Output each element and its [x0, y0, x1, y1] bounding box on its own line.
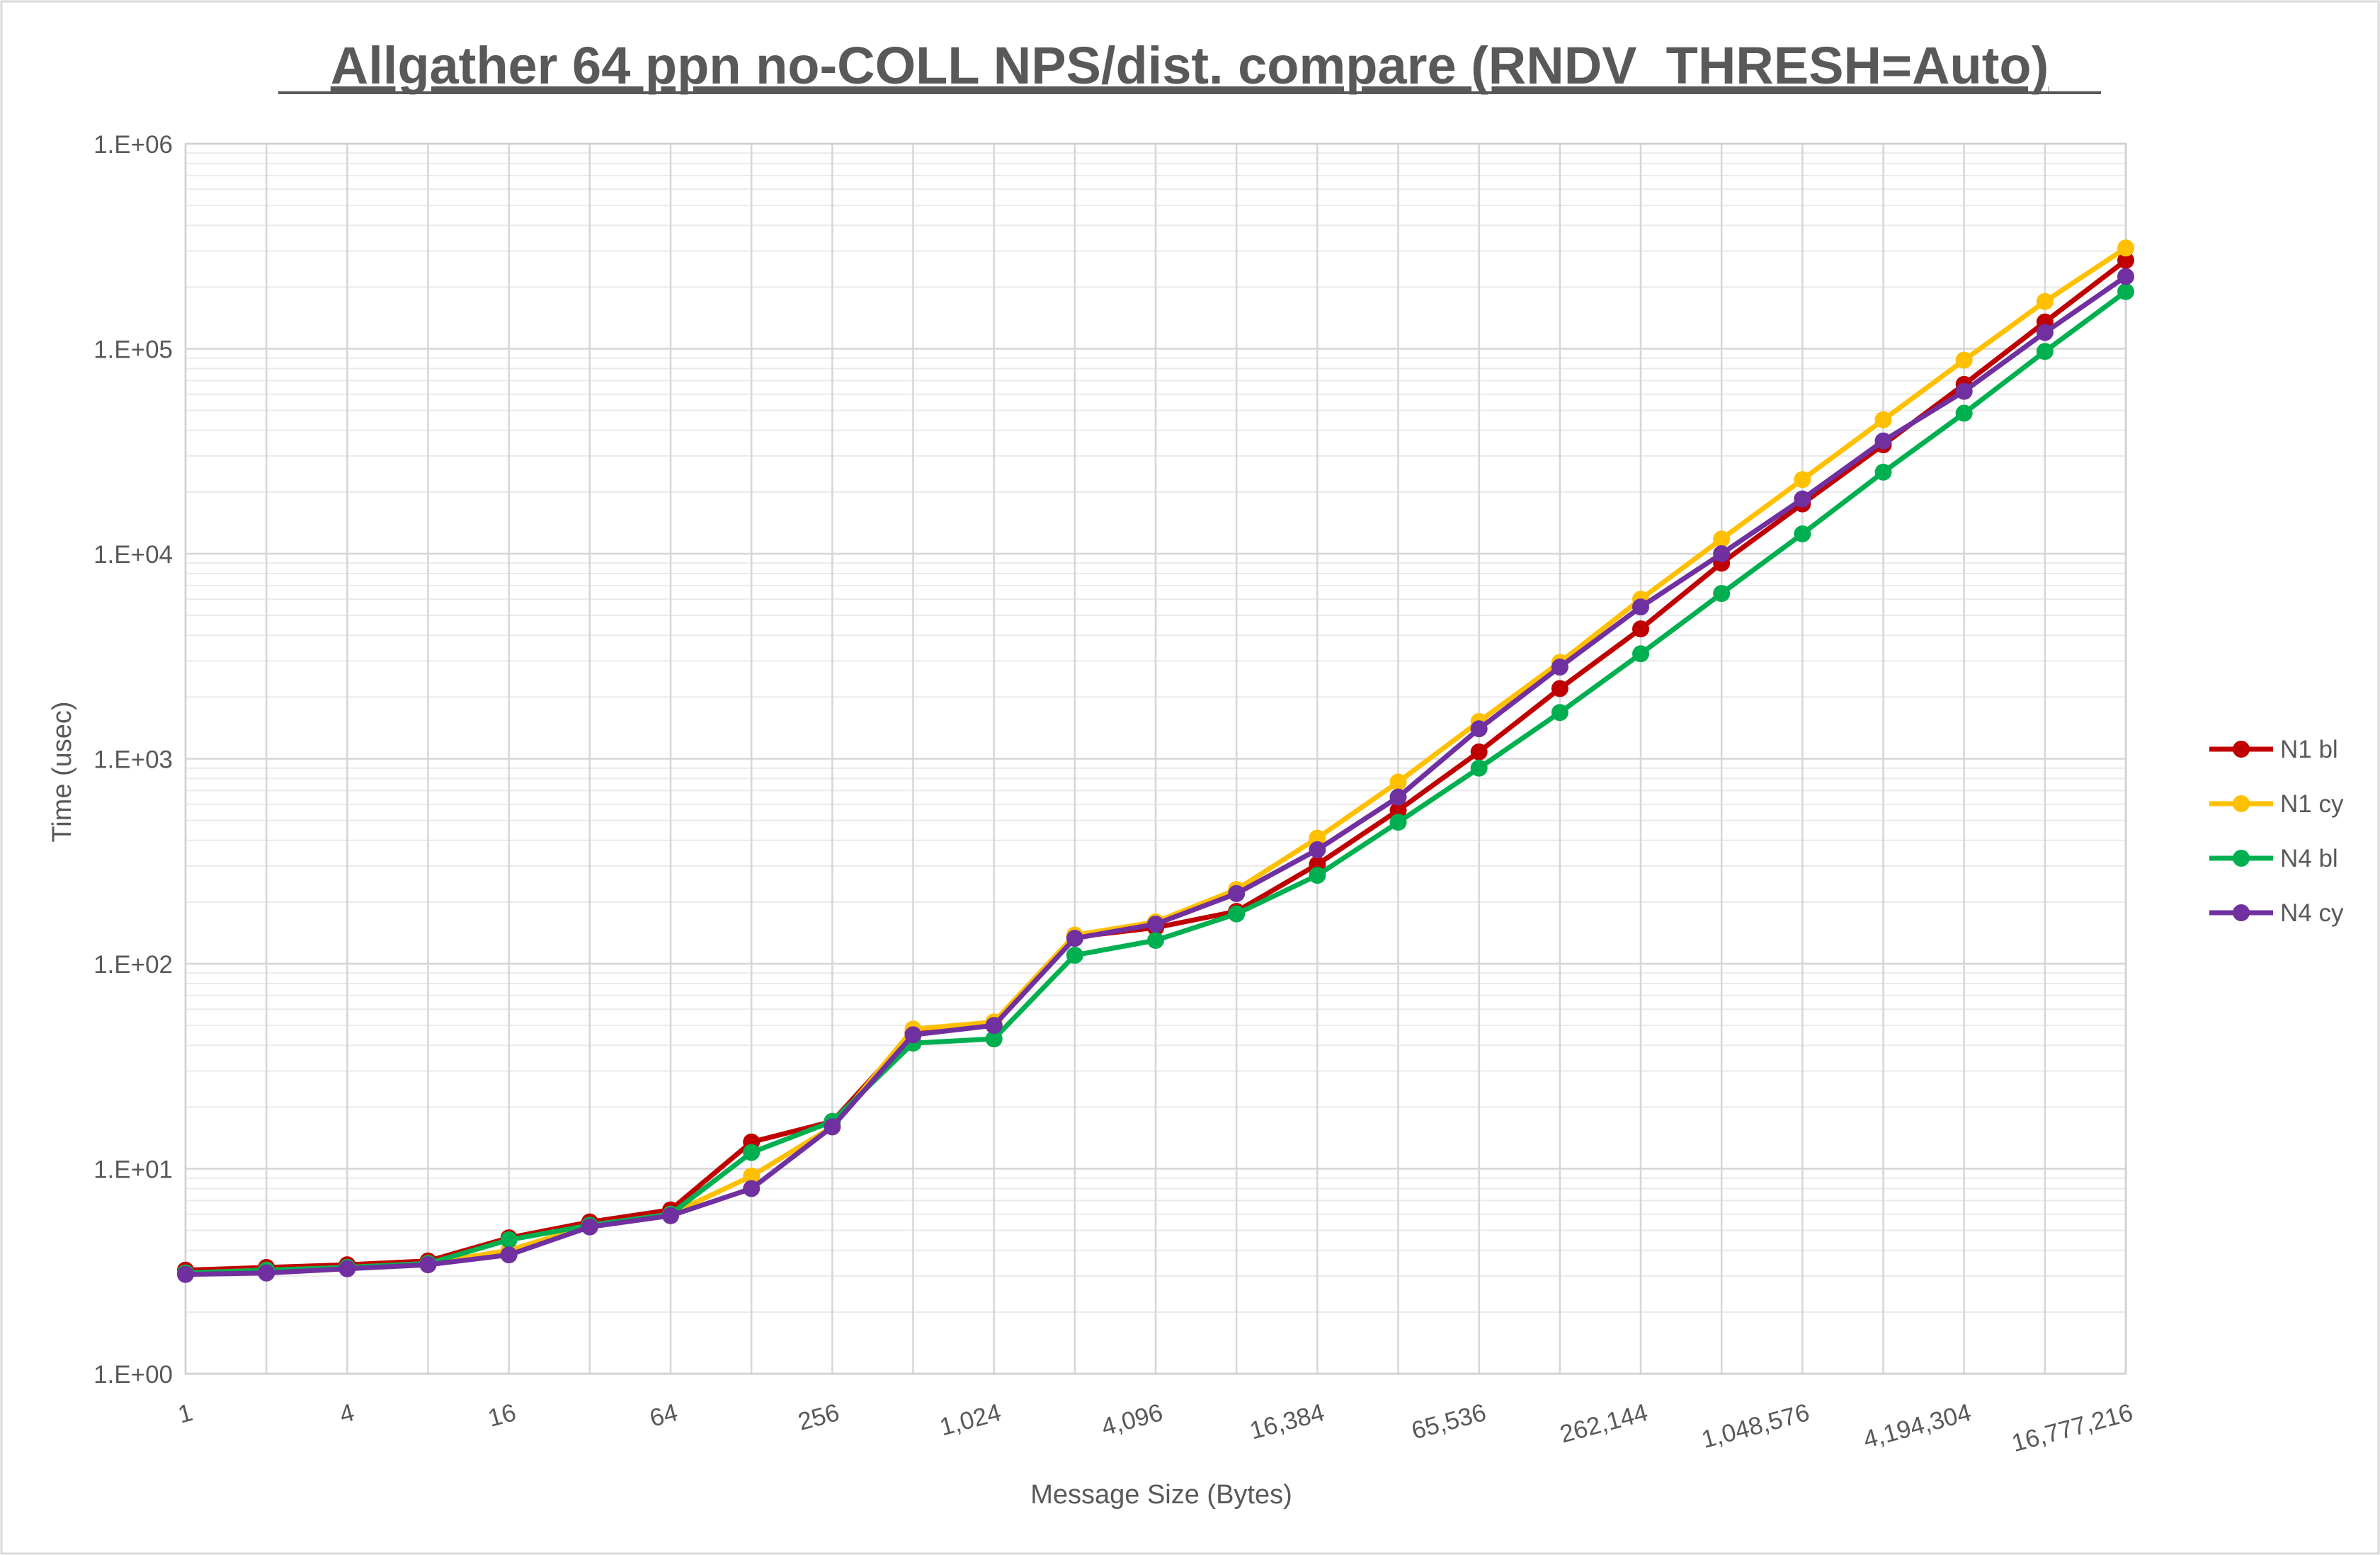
data-point: [1470, 759, 1488, 777]
data-point: [1309, 867, 1326, 884]
data-point: [1955, 404, 1973, 422]
data-point: [1551, 704, 1568, 722]
data-point: [1874, 411, 1892, 428]
data-series: [177, 239, 2134, 1283]
data-point: [743, 1180, 761, 1197]
data-point: [1794, 471, 1811, 489]
chart-title: Allgather 64 ppn no-COLL NPS/dist. compa…: [331, 36, 2049, 95]
data-point: [2117, 268, 2134, 285]
data-point: [258, 1264, 275, 1282]
data-point: [500, 1231, 518, 1248]
x-axis-title: Message Size (Bytes): [1030, 1480, 1292, 1510]
data-point: [1713, 530, 1731, 548]
data-point: [2117, 251, 2134, 269]
legend-marker: [2233, 741, 2250, 758]
data-point: [1874, 463, 1892, 481]
major-gridlines: [184, 142, 2127, 1375]
data-point: [985, 1030, 1003, 1048]
y-tick-label: 1.E+01: [93, 1156, 173, 1184]
data-point: [1389, 773, 1407, 791]
data-point: [662, 1207, 679, 1224]
data-point: [1147, 916, 1164, 933]
data-point: [1551, 680, 1568, 697]
data-point: [1309, 841, 1326, 858]
y-tick-label: 1.E+04: [93, 541, 173, 569]
data-point: [743, 1167, 761, 1185]
data-point: [2117, 239, 2134, 257]
data-point: [1389, 802, 1407, 819]
data-point: [1794, 525, 1811, 542]
data-point: [1632, 620, 1649, 638]
data-point: [1874, 432, 1892, 450]
data-point: [743, 1144, 761, 1161]
data-point: [1955, 351, 1973, 369]
legend-label: N1 bl: [2280, 736, 2338, 763]
data-point: [1228, 905, 1246, 923]
y-tick-label: 1.E+03: [93, 746, 173, 774]
y-tick-label: 1.E+00: [93, 1361, 173, 1389]
legend-marker: [2233, 795, 2250, 812]
data-point: [1147, 932, 1164, 950]
y-axis-title: Time (usec): [47, 701, 77, 842]
data-point: [1955, 382, 1973, 400]
data-point: [1389, 814, 1407, 831]
data-point: [1551, 659, 1568, 676]
data-point: [581, 1218, 598, 1236]
data-point: [2036, 343, 2054, 360]
plot-area-border: [184, 142, 2127, 1375]
data-point: [1632, 645, 1649, 663]
data-point: [824, 1118, 841, 1136]
data-point: [1470, 743, 1488, 761]
y-tick-label: 1.E+05: [93, 336, 173, 364]
data-point: [1389, 788, 1407, 806]
data-point: [1066, 947, 1083, 964]
data-point: [1066, 930, 1083, 947]
data-point: [1713, 585, 1731, 603]
legend: N1 bl N1 cy N4 bl N4 cy: [2209, 736, 2344, 927]
data-point: [338, 1260, 356, 1277]
y-tick-label: 1.E+02: [93, 951, 173, 979]
data-point: [1228, 884, 1246, 902]
data-point: [1794, 490, 1811, 508]
data-point: [500, 1246, 518, 1264]
data-point: [177, 1265, 194, 1283]
data-point: [1713, 545, 1731, 562]
data-point: [985, 1017, 1003, 1035]
data-point: [2036, 324, 2054, 341]
legend-marker: [2233, 904, 2250, 921]
data-point: [904, 1026, 922, 1044]
legend-label: N4 cy: [2280, 899, 2344, 927]
data-point: [419, 1256, 437, 1274]
data-point: [1470, 720, 1488, 738]
legend-label: N4 bl: [2280, 845, 2338, 872]
legend-marker: [2233, 850, 2250, 867]
y-tick-label: 1.E+06: [93, 131, 173, 159]
legend-label: N1 cy: [2280, 790, 2344, 818]
data-point: [2117, 283, 2134, 300]
data-point: [2036, 292, 2054, 310]
data-point: [1632, 598, 1649, 616]
